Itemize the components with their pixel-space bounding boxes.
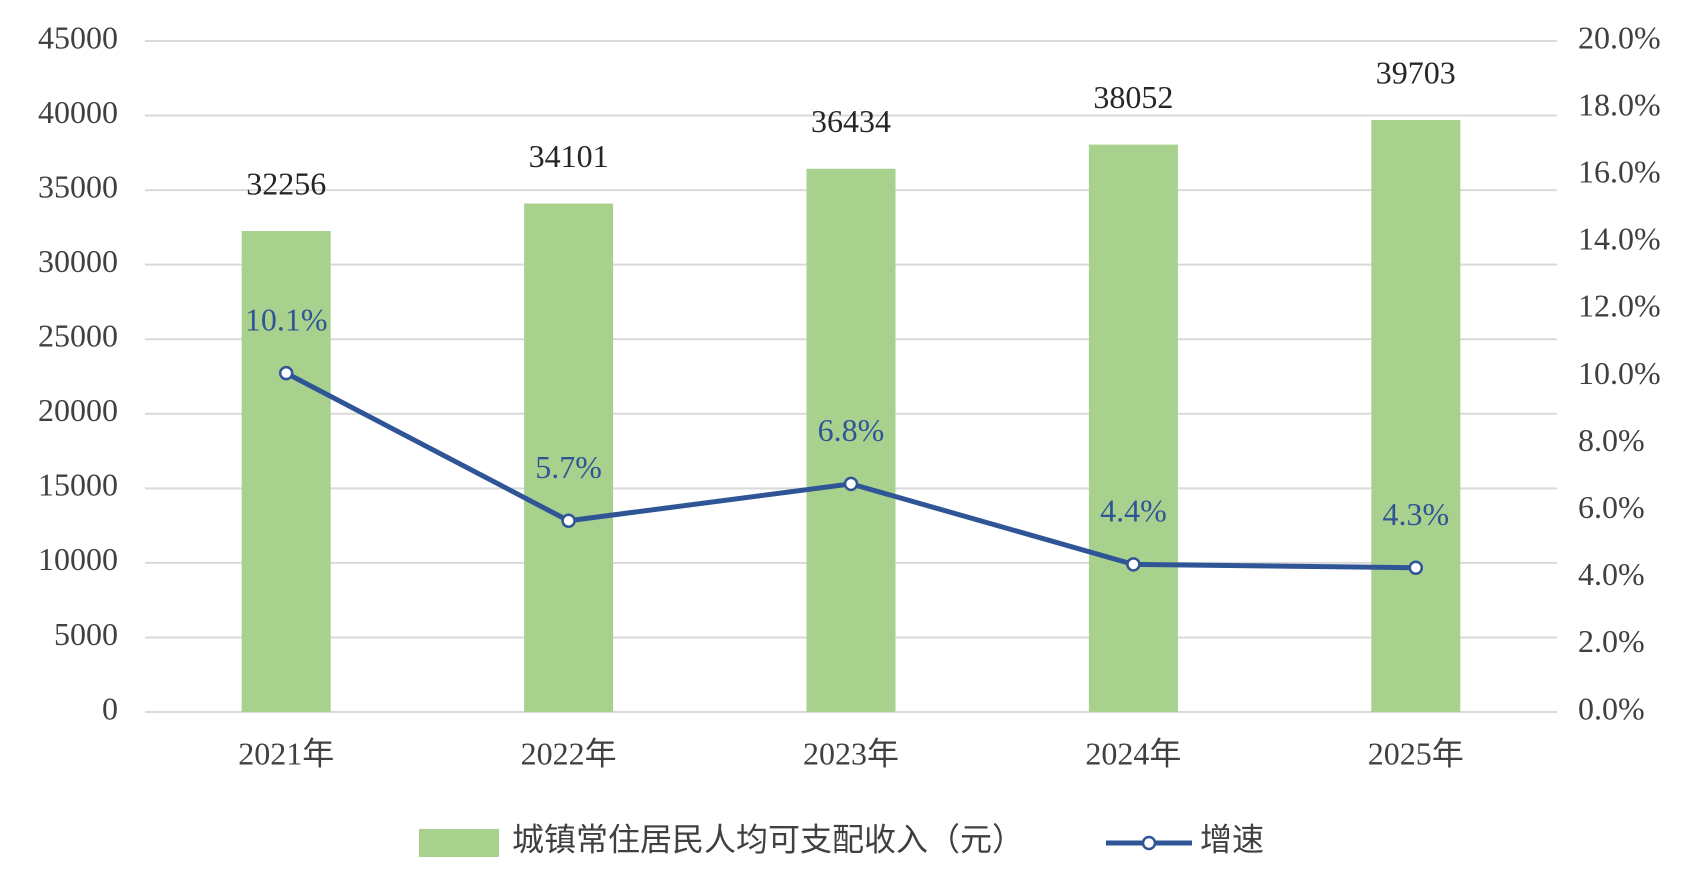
bar: [1371, 119, 1461, 713]
line-value-label: 10.1%: [245, 301, 328, 337]
y-tick-label: 40000: [38, 94, 118, 130]
y2-tick-label: 2.0%: [1578, 623, 1645, 659]
y2-tick-label: 4.0%: [1578, 556, 1645, 592]
y2-tick-label: 14.0%: [1578, 221, 1661, 257]
x-tick-label: 2022年: [521, 735, 617, 771]
x-tick-label: 2024年: [1085, 735, 1181, 771]
y-tick-label: 15000: [38, 467, 118, 503]
y2-tick-label: 18.0%: [1578, 86, 1661, 122]
y2-tick-label: 10.0%: [1578, 355, 1661, 391]
legend-label: 城镇常住居民人均可支配收入（元）: [512, 821, 1024, 857]
y-tick-label: 25000: [38, 318, 118, 354]
bar: [241, 231, 331, 712]
y2-tick-label: 16.0%: [1578, 154, 1661, 190]
legend-marker: [1141, 835, 1157, 851]
y-tick-label: 0: [102, 690, 118, 726]
line-marker: [278, 365, 294, 381]
bar-value-label: 34101: [529, 138, 609, 174]
y-tick-label: 30000: [38, 243, 118, 279]
y2-tick-label: 8.0%: [1578, 422, 1645, 458]
line-marker: [1408, 560, 1424, 575]
bar-value-label: 39703: [1376, 54, 1456, 90]
line-marker: [1126, 557, 1141, 572]
line-marker: [561, 513, 576, 529]
legend-swatch: [419, 829, 499, 857]
y2-tick-label: 12.0%: [1578, 288, 1661, 324]
bar-value-label: 36434: [811, 103, 891, 139]
bar: [524, 203, 614, 712]
x-tick-label: 2023年: [803, 735, 899, 771]
line-value-label: 4.4%: [1100, 493, 1167, 529]
x-tick-label: 2025年: [1368, 735, 1464, 771]
y-tick-label: 45000: [38, 19, 118, 55]
y2-tick-label: 0.0%: [1578, 690, 1645, 726]
y2-tick-label: 6.0%: [1578, 489, 1645, 525]
bar-value-label: 38052: [1093, 79, 1173, 115]
line-value-label: 6.8%: [818, 412, 885, 448]
x-tick-label: 2021年: [238, 735, 334, 771]
line-value-label: 5.7%: [535, 449, 602, 485]
bar-value-label: 32256: [246, 165, 326, 201]
y-tick-label: 20000: [38, 392, 118, 428]
line-marker: [843, 476, 859, 492]
bar: [1088, 144, 1178, 712]
y-tick-label: 10000: [38, 541, 118, 577]
bar: [806, 168, 896, 712]
line-value-label: 4.3%: [1382, 496, 1449, 532]
y2-tick-label: 20.0%: [1578, 19, 1661, 55]
y-tick-label: 35000: [38, 168, 118, 204]
y-tick-label: 5000: [54, 616, 118, 652]
legend-label: 增速: [1200, 821, 1264, 857]
